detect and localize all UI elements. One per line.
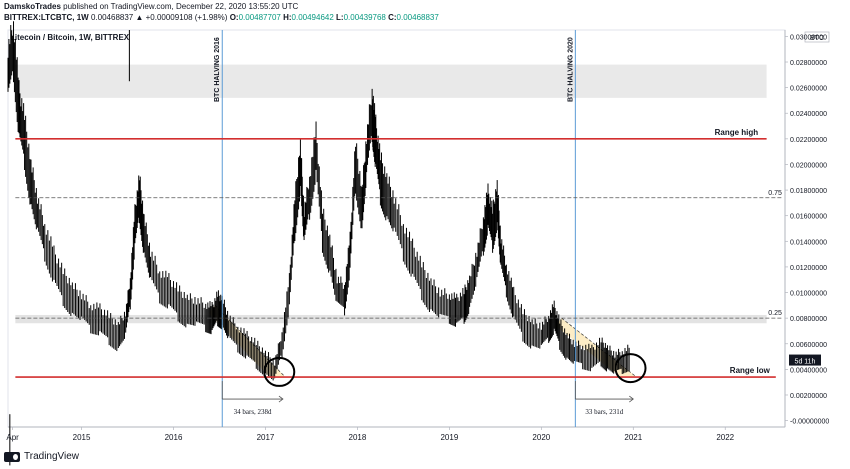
x-tick-label: 2017 bbox=[257, 433, 275, 442]
x-tick-label: 2018 bbox=[349, 433, 367, 442]
x-tick-label: 2021 bbox=[624, 433, 642, 442]
tradingview-text: TradingView bbox=[24, 451, 80, 462]
x-tick-label: 2016 bbox=[165, 433, 183, 442]
fib-075-label: 0.75 bbox=[768, 190, 782, 197]
measure-arrow-1 bbox=[278, 395, 284, 403]
y-tick-label: 0.01400000 bbox=[790, 239, 827, 246]
halving-label-2: BTC HALVING 2020 bbox=[567, 37, 574, 102]
price-change: 0.00468837 ▲ +0.00009108 (+1.98%) bbox=[90, 13, 228, 22]
y-tick-label: 0.01600000 bbox=[790, 214, 827, 221]
open-value: 0.00487707 bbox=[238, 13, 281, 22]
fib-025-label: 0.25 bbox=[768, 310, 782, 317]
y-tick-label: 0.00400000 bbox=[790, 367, 827, 374]
range-high-label: Range high bbox=[715, 128, 759, 137]
channel-line-2 bbox=[561, 317, 637, 378]
y-tick-label: 0.02800000 bbox=[790, 60, 827, 67]
author-name[interactable]: DamskoTrades bbox=[4, 2, 61, 11]
y-tick-label: -0.00000000 bbox=[790, 419, 829, 426]
close-value: 0.00468837 bbox=[396, 13, 439, 22]
y-tick-label: 0.00600000 bbox=[790, 342, 827, 349]
header-line-1: DamskoTrades published on TradingView.co… bbox=[4, 2, 298, 11]
chart-title: Litecoin / Bitcoin, 1W, BITTREX bbox=[10, 33, 130, 42]
tradingview-logo-icon bbox=[4, 451, 20, 462]
x-tick-label: 2020 bbox=[532, 433, 550, 442]
high-value: 0.00494642 bbox=[291, 13, 334, 22]
y-tick-label: 0.01800000 bbox=[790, 188, 827, 195]
y-tick-label: 0.00200000 bbox=[790, 393, 827, 400]
halving-label-1: BTC HALVING 2016 bbox=[214, 37, 221, 102]
low-value: 0.00439768 bbox=[343, 13, 386, 22]
range-low-label: Range low bbox=[730, 366, 771, 375]
y-tick-label: 0.02000000 bbox=[790, 162, 827, 169]
open-label: O: bbox=[229, 13, 239, 22]
y-tick-label: 0.02200000 bbox=[790, 137, 827, 144]
x-tick-label: Apr bbox=[6, 433, 19, 442]
y-tick-label: 0.03000000 bbox=[790, 34, 827, 41]
y-tick-label: 0.01000000 bbox=[790, 291, 827, 298]
x-tick-label: 2022 bbox=[716, 433, 734, 442]
measure-label-2: 33 bars, 231d bbox=[585, 408, 623, 416]
symbol-label: BITTREX:LTCBTC, 1W bbox=[4, 13, 89, 22]
high-label: H: bbox=[283, 13, 292, 22]
low-label: L: bbox=[336, 13, 344, 22]
measure-label-1: 34 bars, 238d bbox=[234, 408, 272, 416]
close-label: C: bbox=[388, 13, 397, 22]
y-tick-label: 0.01200000 bbox=[790, 265, 827, 272]
y-tick-label: 0.02600000 bbox=[790, 86, 827, 93]
footer-brand: TradingView bbox=[4, 451, 79, 462]
highlight-circle-2 bbox=[614, 353, 647, 384]
currency-label: BTC bbox=[810, 35, 824, 42]
header-line-2: BITTREX:LTCBTC, 1W 0.00468837 ▲ +0.00009… bbox=[4, 13, 439, 22]
y-tick-label: 0.00800000 bbox=[790, 316, 827, 323]
measure-arrow-2 bbox=[629, 395, 634, 403]
y-tick-label: 0.02400000 bbox=[790, 111, 827, 118]
top-zone bbox=[15, 64, 767, 98]
published-text: published on TradingView.com, December 2… bbox=[63, 2, 299, 11]
currency-box bbox=[804, 31, 830, 43]
fib-025-band bbox=[15, 314, 767, 324]
x-tick-label: 2015 bbox=[73, 433, 91, 442]
x-tick-label: 2019 bbox=[440, 433, 458, 442]
last-price-label: 5d 11h bbox=[795, 359, 816, 366]
highlight-circle-1 bbox=[263, 356, 296, 387]
last-price-box bbox=[789, 354, 821, 366]
